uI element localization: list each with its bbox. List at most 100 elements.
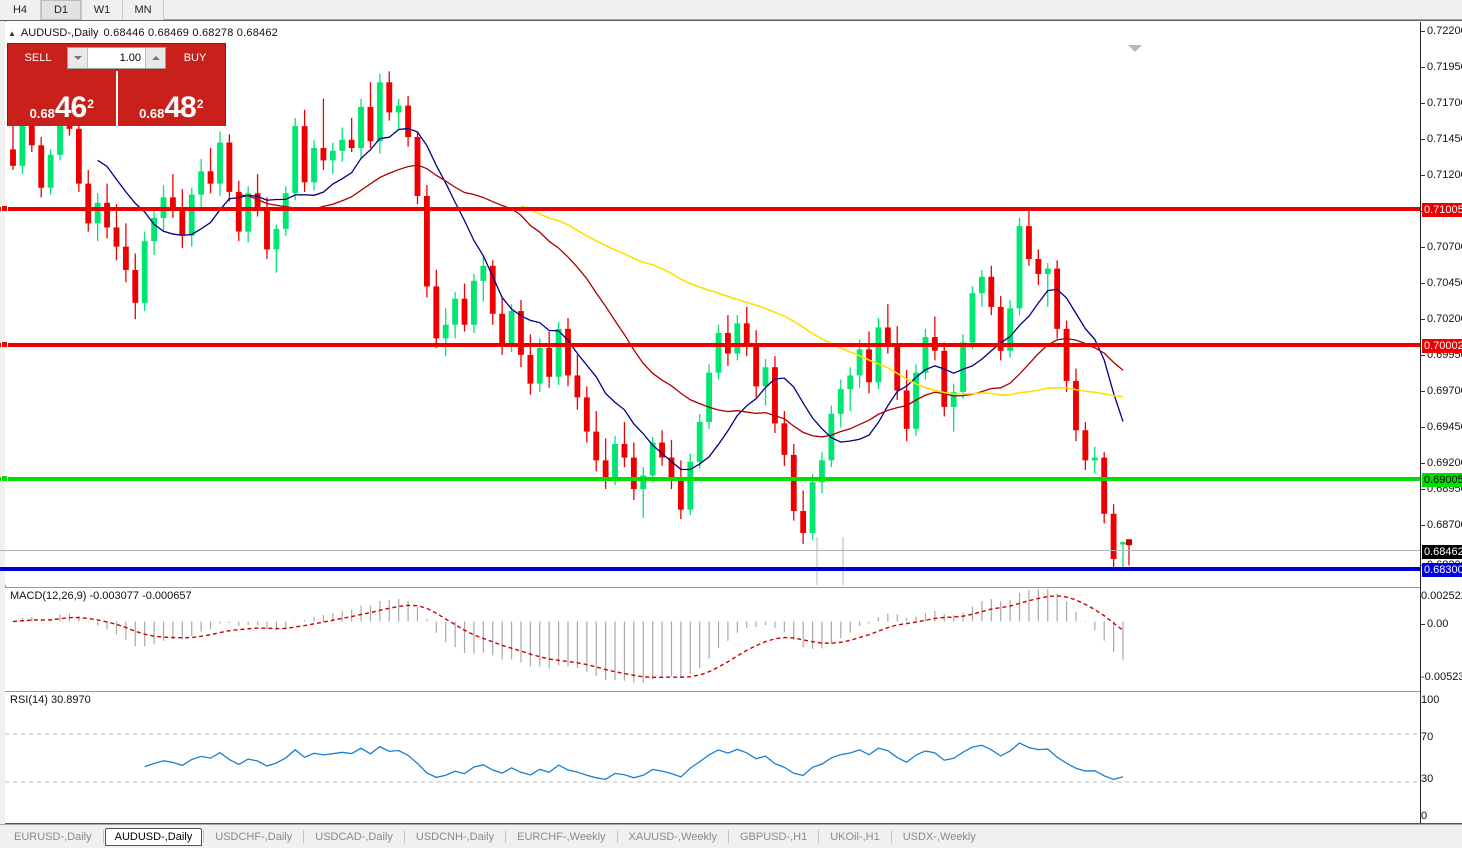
rsi-pane[interactable]: RSI(14) 30.8970 (5, 691, 1420, 824)
chevron-up-icon (151, 55, 160, 60)
chart-tab-usdcad-daily[interactable]: USDCAD-,Daily (315, 830, 393, 843)
one-click-trading-panel[interactable]: SELL 1.00 BUY 0.68 46 2 0.68 48 2 (7, 43, 226, 126)
tab-separator (505, 830, 507, 843)
timeframe-toolbar: H4 D1 W1 MN (0, 0, 1462, 21)
rsi-tick: 70 (1421, 731, 1433, 743)
sell-button[interactable]: 0.68 46 2 (8, 71, 116, 126)
rsi-tick: 0 (1421, 810, 1427, 822)
macd-title-label: MACD(12,26,9) -0.003077 -0.000657 (10, 590, 192, 602)
tab-separator (818, 830, 820, 843)
sell-price-main: 46 (54, 91, 87, 124)
timeframe-button-w1[interactable]: W1 (82, 0, 123, 20)
price-tag-current-price[interactable]: 0.68462 (1422, 545, 1462, 559)
sell-price-prefix: 0.68 (29, 106, 55, 121)
chart-tab-eurusd-daily[interactable]: EURUSD-,Daily (14, 830, 92, 843)
tab-separator (403, 830, 405, 843)
tab-separator (102, 830, 104, 843)
chart-tab-xauusd-weekly[interactable]: XAUUSD-,Weekly (628, 830, 717, 843)
level-line-resistance-lower[interactable] (0, 341, 1420, 348)
volume-decrease-button[interactable] (68, 47, 88, 68)
chart-tab-gbpusd-h1[interactable]: GBPUSD-,H1 (739, 830, 808, 843)
price-tag-resistance-lower[interactable]: 0.70002 (1422, 339, 1462, 353)
sell-price-fraction: 2 (87, 97, 94, 111)
sell-label[interactable]: SELL (24, 51, 52, 64)
buy-price-main: 48 (164, 91, 196, 124)
chart-tab-audusd-daily[interactable]: AUDUSD-,Daily (104, 827, 203, 846)
tab-separator (890, 830, 892, 843)
price-tag-support-green[interactable]: 0.69005 (1422, 473, 1462, 487)
price-tag-support-blue[interactable]: 0.68300 (1422, 563, 1462, 577)
tab-separator (616, 830, 618, 843)
chart-tab-usdcnh-daily[interactable]: USDCNH-,Daily (415, 830, 495, 843)
timeframe-button-mn[interactable]: MN (123, 0, 164, 20)
symbol-header: ▲ AUDUSD-,Daily 0.68446 0.68469 0.68278 … (8, 27, 278, 39)
rsi-title-label: RSI(14) 30.8970 (10, 694, 91, 706)
price-chart-canvas (10, 71, 1132, 585)
rsi-tick-label: 30 (1421, 773, 1434, 785)
trade-price-row: 0.68 46 2 0.68 48 2 (8, 71, 225, 126)
chevron-down-icon[interactable] (1128, 45, 1142, 52)
rsi-tick-label: 100 (1421, 694, 1440, 706)
macd-tick-label: -0.005234 (1421, 671, 1462, 683)
chart-window: ▲ AUDUSD-,Daily 0.68446 0.68469 0.68278 … (0, 20, 1462, 847)
buy-label[interactable]: BUY (183, 51, 207, 64)
rsi-tick-label: 0 (1421, 810, 1428, 822)
level-anchor-icon[interactable] (1, 341, 8, 348)
current-bid-line (0, 550, 1420, 551)
macd-tick: 0.002522 (1421, 590, 1462, 602)
volume-increase-button[interactable] (145, 47, 165, 68)
macd-tick-label: 0.00 (1427, 618, 1449, 630)
tab-separator (727, 830, 729, 843)
toolbar-empty-space (164, 0, 1462, 20)
rsi-tick-label: 70 (1421, 731, 1434, 743)
macd-tick: 0.00 (1421, 618, 1448, 630)
collapse-arrow-icon[interactable]: ▲ (8, 28, 16, 38)
price-pane[interactable] (5, 22, 1420, 585)
volume-input[interactable]: 1.00 (119, 51, 141, 64)
chevron-down-icon (73, 55, 82, 60)
macd-tick: -0.005234 (1421, 671, 1462, 683)
volume-stepper[interactable]: 1.00 (67, 46, 166, 69)
level-line-support-green[interactable] (0, 475, 1420, 482)
rsi-chart-canvas (5, 733, 1420, 783)
chart-tab-usdchf-daily[interactable]: USDCHF-,Daily (215, 830, 293, 843)
timeframe-button-d1[interactable]: D1 (41, 0, 82, 20)
level-anchor-icon[interactable] (1, 205, 8, 212)
macd-pane[interactable]: MACD(12,26,9) -0.003077 -0.000657 (5, 587, 1420, 691)
chart-tab-usdx-weekly[interactable]: USDX-,Weekly (902, 830, 976, 843)
symbol-name-label: AUDUSD-,Daily (20, 27, 99, 39)
chart-tab-ukoil-h1[interactable]: UKOil-,H1 (830, 830, 880, 843)
timeframe-button-h4[interactable]: H4 (0, 0, 41, 20)
macd-chart-canvas (12, 588, 1124, 683)
chart-tab-bar: EURUSD-,Daily AUDUSD-,Daily USDCHF-,Daily U… (0, 824, 1462, 848)
price-tag-resistance-upper[interactable]: 0.71005 (1422, 203, 1462, 217)
buy-button[interactable]: 0.68 48 2 (115, 71, 225, 126)
level-line-resistance-upper[interactable] (0, 205, 1420, 212)
buy-price-prefix: 0.68 (139, 106, 165, 121)
tab-separator (203, 830, 205, 843)
level-anchor-icon[interactable] (1, 475, 8, 482)
level-line-support-blue[interactable] (0, 567, 1420, 571)
chart-tab-eurchf-weekly[interactable]: EURCHF-,Weekly (517, 830, 606, 843)
